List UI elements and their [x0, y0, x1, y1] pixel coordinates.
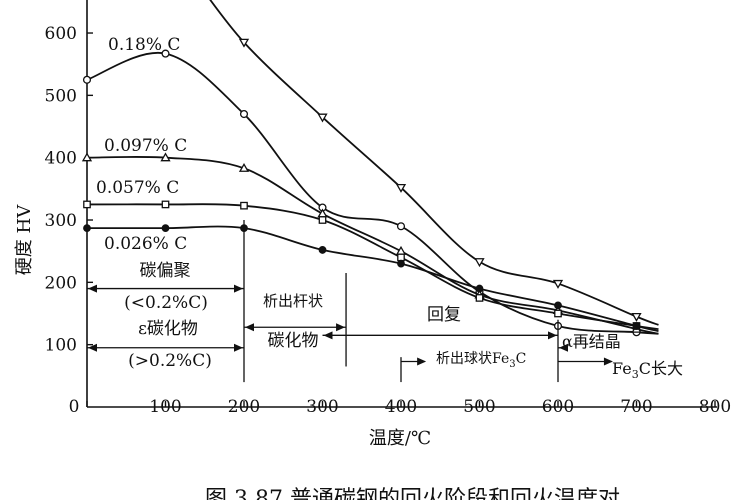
data-point [317, 113, 328, 123]
data-point [161, 49, 170, 58]
x-tick-label: 700 [620, 397, 652, 417]
x-tick-label: 200 [228, 397, 260, 417]
y-tick-label: 600 [45, 24, 77, 44]
data-point [552, 279, 564, 289]
data-point [238, 38, 250, 48]
data-point [554, 301, 562, 310]
arrow-head [234, 284, 243, 293]
data-point [396, 222, 406, 231]
data-point [475, 294, 484, 302]
annot-carbon-segregation: 碳偏聚 [140, 261, 191, 281]
y-tick-label: 200 [45, 273, 77, 293]
data-point [238, 162, 250, 172]
tick-labels: 100 200 300 400 500 600 700 800 100 200 300 400 500 6… [45, 24, 732, 417]
annot-carbon-segregation-cond: (<0.2%C) [124, 293, 208, 313]
annot-epsilon-carbide-cond: (>0.2%C) [128, 351, 212, 371]
annot-recovery: 回复 [427, 305, 461, 325]
figure-caption: 图 3.87 普通碳钢的回火阶段和回火温度对 [205, 487, 620, 500]
annot-alpha-recrystallization: α再结晶 [562, 332, 621, 351]
annot-rod-carbide-2: 碳化物 [268, 331, 319, 351]
x-tick-label: 100 [149, 397, 181, 417]
arrow-head [548, 331, 557, 340]
x-axis-label: 温度/℃ [369, 428, 431, 449]
annot-epsilon-carbide: ε碳化物 [138, 319, 198, 339]
y-axis-label: 硬度 HV [14, 204, 35, 275]
arrow-head [323, 331, 333, 340]
annot-spherical-fe3c: 析出球状Fe3C [436, 351, 526, 370]
data-point [318, 216, 327, 224]
data-point [82, 75, 92, 84]
x-tick-label: 800 [699, 397, 731, 417]
arrow-head [336, 323, 346, 332]
data-point [631, 312, 642, 322]
annot-fe3c-growth: Fe3C长大 [612, 359, 683, 381]
x-tick-label: 400 [385, 397, 417, 417]
annotation-lines [87, 220, 613, 383]
data-point [395, 183, 407, 193]
y-tick-label: 400 [45, 149, 77, 169]
arrow-head [245, 323, 254, 332]
y-tick-label: 100 [45, 336, 77, 356]
data-point [474, 258, 485, 268]
arrow-head [559, 343, 568, 352]
data-point [83, 224, 91, 233]
data-point [161, 224, 170, 233]
data-point [83, 200, 91, 209]
data-point [318, 246, 327, 254]
x-tick-label: 300 [306, 397, 338, 417]
data-point [160, 152, 171, 162]
series-label-018: 0.18% C [108, 35, 180, 55]
arrow-head [603, 357, 613, 366]
series-line-4 [209, 0, 659, 326]
arrow-head [88, 343, 97, 352]
origin-tick-label: 0 [69, 397, 80, 417]
data-point [239, 109, 249, 119]
data-point [81, 152, 93, 162]
x-tick-label: 500 [463, 397, 495, 417]
series-label-0026: 0.026% C [104, 234, 187, 254]
data-point [240, 201, 248, 210]
data-point [161, 200, 170, 209]
x-tick-label: 600 [542, 397, 574, 417]
y-tick-label: 500 [45, 86, 77, 106]
data-point [397, 253, 405, 262]
data-point [632, 322, 641, 330]
series-label-0097: 0.097% C [104, 136, 187, 156]
arrow-head [417, 357, 427, 366]
series-label-0057: 0.057% C [96, 178, 179, 198]
series-line-0 [86, 51, 659, 335]
y-tick-label: 300 [45, 211, 77, 231]
data-point [475, 284, 484, 293]
data-point [397, 259, 405, 268]
series-markers [81, 38, 642, 337]
arrow-head [88, 284, 97, 293]
arrow-head [234, 343, 243, 352]
annot-rod-carbide-1: 析出杆状 [263, 292, 323, 310]
data-point [554, 309, 562, 318]
